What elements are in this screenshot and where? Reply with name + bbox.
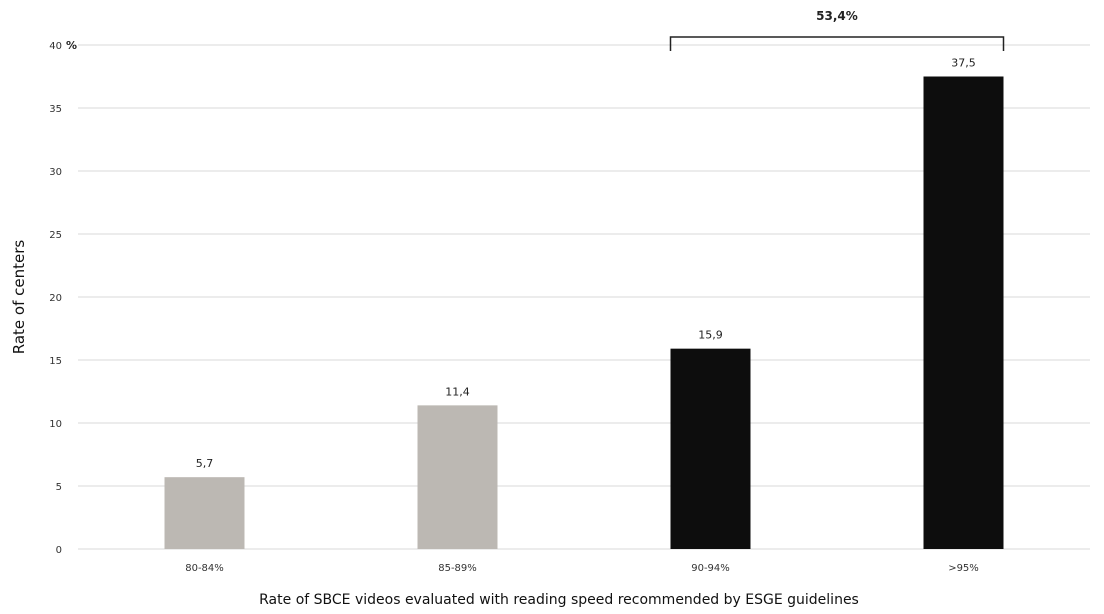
bar-value-label: 11,4 <box>445 385 470 398</box>
category-label: 80-84% <box>185 563 224 574</box>
annotation-bracket <box>669 36 1005 51</box>
y-tick-label: 5 <box>56 482 62 493</box>
y-tick-label: 10 <box>49 419 62 430</box>
y-tick-label: 0 <box>56 545 62 556</box>
bar <box>417 405 498 549</box>
bar-value-label: 37,5 <box>951 57 976 70</box>
y-tick-label: 35 <box>49 104 62 115</box>
category-label: >95% <box>948 563 979 574</box>
bars <box>164 76 1004 549</box>
y-axis-ticks: 0 5 10 15 20 25 30 35 40 <box>49 41 62 556</box>
y-tick-label: 15 <box>49 356 62 367</box>
x-axis-categories: 80-84% 85-89% 90-94% >95% <box>185 563 979 574</box>
y-axis-label: Rate of centers <box>10 240 28 355</box>
category-label: 85-89% <box>438 563 477 574</box>
x-axis-label: Rate of SBCE videos evaluated with readi… <box>259 592 859 608</box>
y-tick-label: 40 <box>49 41 62 52</box>
bar-value-label: 5,7 <box>196 457 214 470</box>
bar <box>670 348 751 549</box>
annotation-label: 53,4% <box>816 9 858 23</box>
y-tick-label: 20 <box>49 293 62 304</box>
data-labels: 5,7 11,4 15,9 37,5 <box>196 57 976 471</box>
y-tick-label: 25 <box>49 230 62 241</box>
gridlines <box>78 44 1090 550</box>
bar-value-label: 15,9 <box>698 329 723 342</box>
y-axis-unit: % <box>66 39 77 52</box>
category-label: 90-94% <box>691 563 730 574</box>
bracket-line <box>669 36 1005 51</box>
bar <box>164 477 245 549</box>
bar <box>923 76 1004 549</box>
y-tick-label: 30 <box>49 167 62 178</box>
